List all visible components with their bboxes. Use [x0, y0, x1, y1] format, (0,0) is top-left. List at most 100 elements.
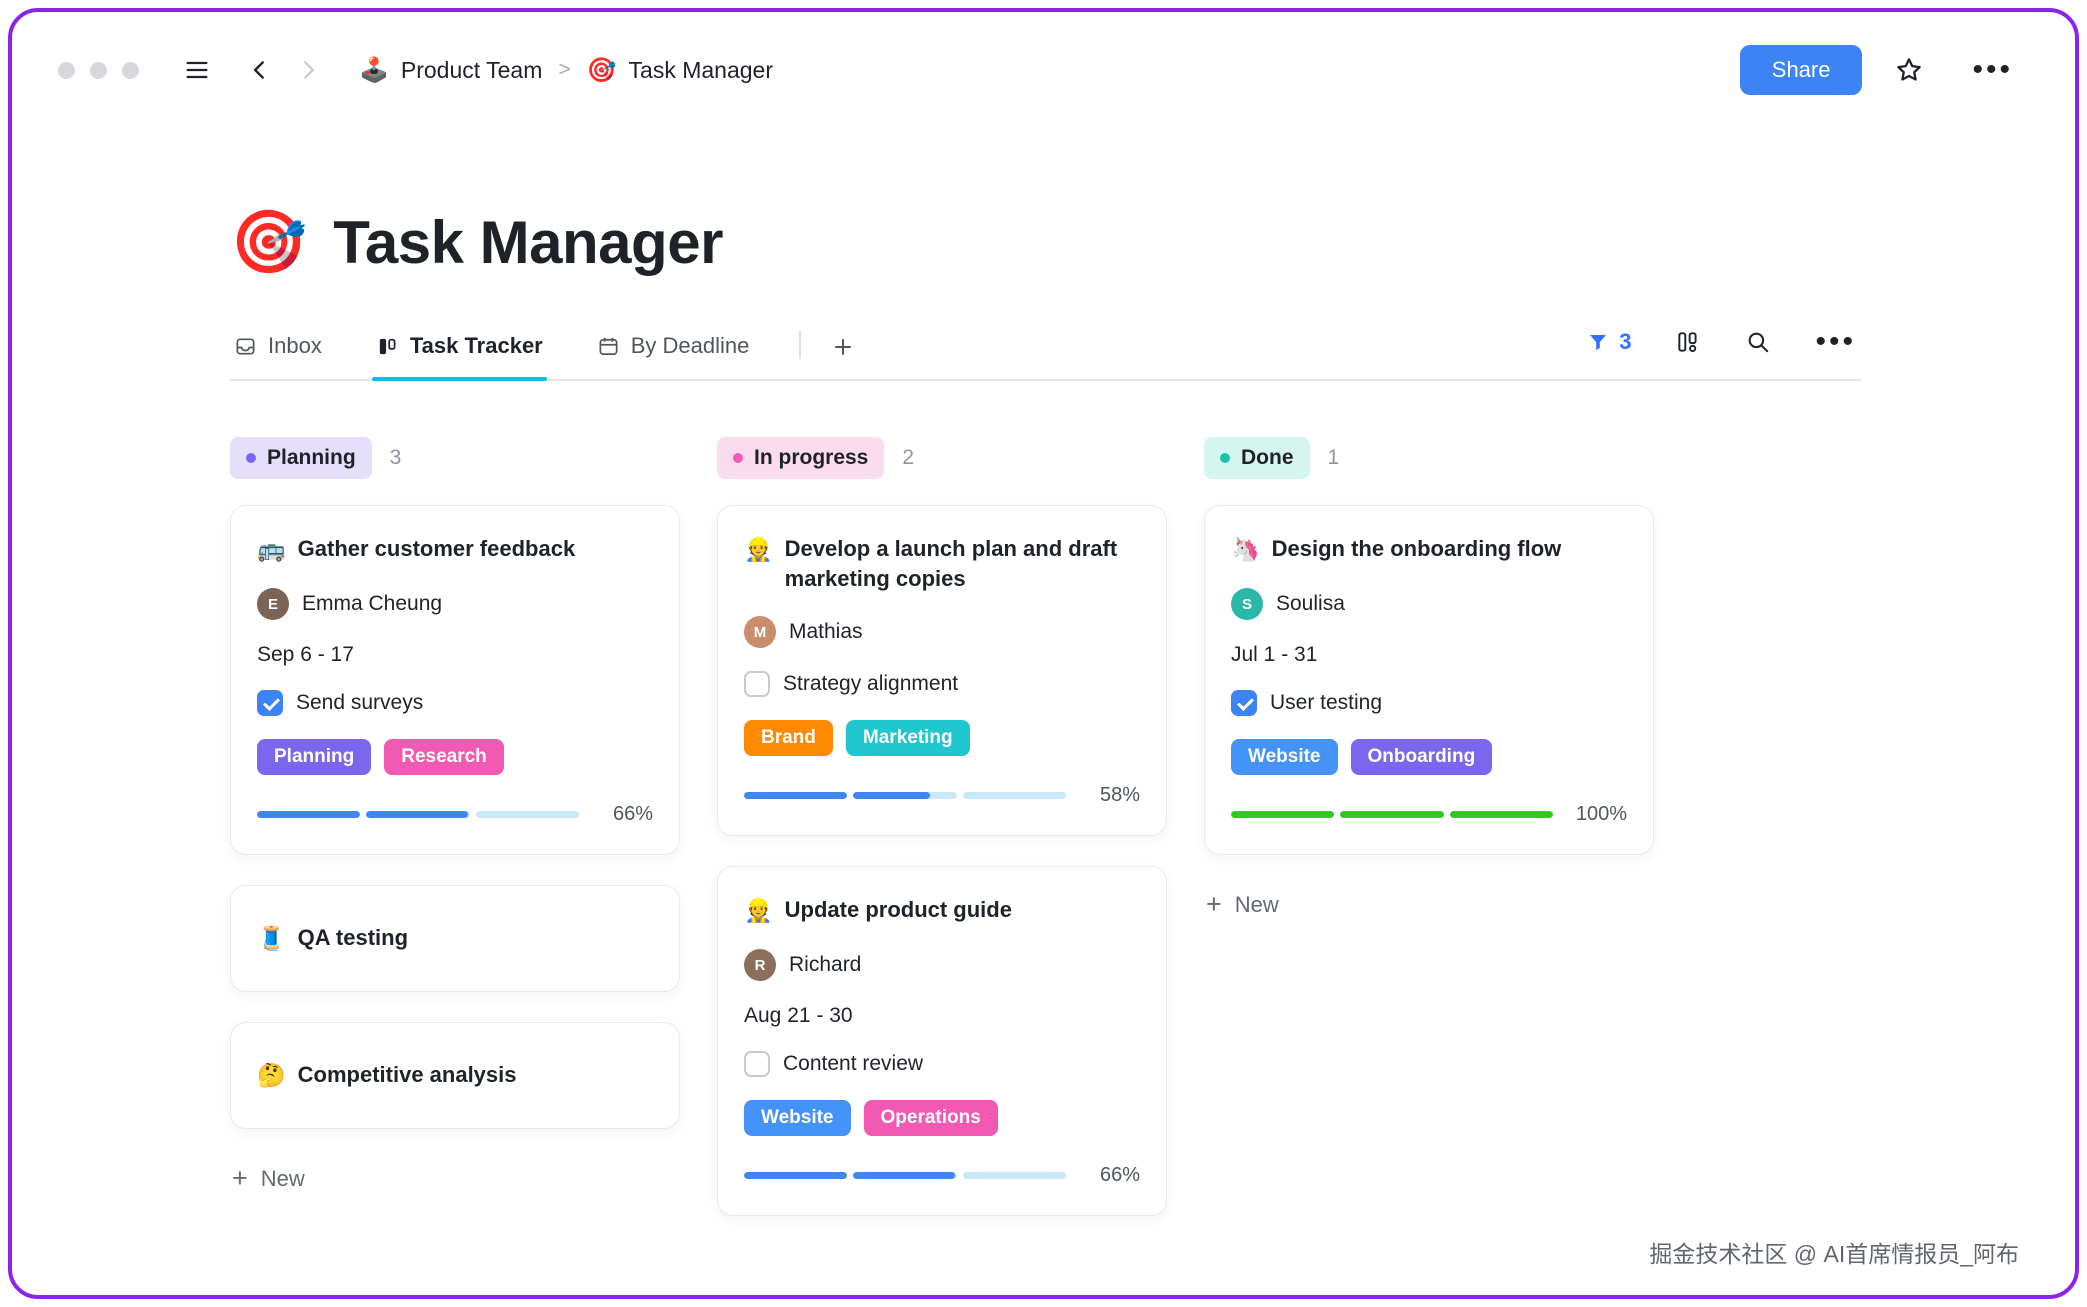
tab-task-tracker[interactable]: Task Tracker — [371, 333, 547, 381]
tag-research[interactable]: Research — [384, 739, 504, 776]
page-title: Task Manager — [333, 209, 723, 276]
traffic-lights — [58, 61, 139, 79]
breadcrumb-team[interactable]: Product Team — [400, 56, 543, 83]
plus-icon: + — [232, 1163, 248, 1194]
progress-segment — [853, 1172, 957, 1180]
column-status-badge[interactable]: Done — [1204, 437, 1310, 479]
progress-segment — [744, 792, 848, 800]
progress-bar — [1231, 811, 1553, 819]
avatar: E — [257, 588, 289, 621]
board-column-done: Done 1 🦄 Design the onboarding flow S So… — [1204, 437, 1654, 1246]
tags-row: Website Onboarding — [1231, 739, 1627, 776]
new-task-label: New — [1234, 891, 1279, 917]
progress-bar — [744, 792, 1066, 800]
tag-onboarding[interactable]: Onboarding — [1350, 739, 1493, 776]
checklist-label: User testing — [1270, 691, 1383, 715]
page-title-icon: 🎯 — [230, 207, 308, 277]
hamburger-icon — [186, 61, 208, 79]
group-by-button[interactable] — [1669, 323, 1707, 361]
status-dot-icon — [246, 453, 256, 463]
column-count: 3 — [389, 446, 402, 469]
progress-row: 100% — [1231, 803, 1627, 826]
card-title: 🧵 QA testing — [257, 923, 653, 954]
view-tabbar: Inbox Task Tracker By Deadline 3 — [230, 323, 1862, 381]
tab-label: Task Tracker — [409, 333, 543, 358]
window-more-button[interactable]: ••• — [1966, 55, 2019, 85]
column-count: 2 — [902, 446, 915, 469]
chevron-right-icon — [304, 61, 315, 79]
ellipsis-icon: ••• — [1815, 325, 1856, 358]
tab-inbox[interactable]: Inbox — [230, 333, 326, 379]
main-content: 🎯 Task Manager Inbox Task Tracker By Dea… — [12, 128, 2075, 1246]
filter-button[interactable]: 3 — [1580, 328, 1637, 356]
checklist-label: Send surveys — [296, 691, 424, 715]
window-topbar: 🕹️ Product Team > 🎯 Task Manager Share •… — [12, 12, 2075, 128]
checkbox[interactable] — [744, 671, 770, 698]
task-card-gather-feedback[interactable]: 🚌 Gather customer feedback E Emma Cheung… — [230, 505, 680, 856]
checklist-row: Content review — [744, 1051, 1140, 1078]
tags-row: Planning Research — [257, 739, 653, 776]
progress-segment — [962, 792, 1066, 800]
breadcrumb: 🕹️ Product Team > 🎯 Task Manager — [359, 56, 773, 85]
kanban-board: Planning 3 🚌 Gather customer feedback E … — [230, 437, 2075, 1246]
search-button[interactable] — [1739, 323, 1777, 361]
checkbox[interactable] — [744, 1051, 770, 1078]
board-column-in-progress: In progress 2 👷 Develop a launch plan an… — [717, 437, 1167, 1246]
tab-by-deadline[interactable]: By Deadline — [593, 333, 754, 379]
new-task-button[interactable]: + New — [1204, 885, 1281, 924]
traffic-light-icon[interactable] — [122, 61, 139, 79]
avatar: M — [744, 616, 776, 649]
sidebar-menu-button[interactable] — [177, 50, 217, 90]
progress-segment — [744, 1172, 848, 1180]
tag-brand[interactable]: Brand — [744, 720, 833, 757]
kanban-icon — [379, 338, 396, 354]
card-title: 👷 Develop a launch plan and draft market… — [744, 534, 1140, 593]
column-status-badge[interactable]: Planning — [230, 437, 372, 479]
nav-back-button[interactable] — [241, 51, 279, 89]
card-emoji: 🧵 — [257, 925, 286, 952]
checkbox[interactable] — [257, 690, 283, 717]
task-card-onboarding-flow[interactable]: 🦄 Design the onboarding flow S Soulisa J… — [1204, 505, 1654, 856]
filter-icon — [1590, 335, 1607, 350]
favorite-button[interactable] — [1888, 49, 1930, 91]
traffic-light-icon[interactable] — [58, 61, 75, 79]
tag-website[interactable]: Website — [1231, 739, 1338, 776]
plus-icon: + — [1206, 889, 1222, 920]
share-button[interactable]: Share — [1739, 45, 1863, 95]
card-title: 🦄 Design the onboarding flow — [1231, 534, 1627, 565]
tag-operations[interactable]: Operations — [863, 1100, 998, 1137]
checkbox[interactable] — [1231, 690, 1257, 717]
breadcrumb-page[interactable]: Task Manager — [628, 56, 773, 83]
task-card-qa-testing[interactable]: 🧵 QA testing — [230, 885, 680, 993]
card-title-text: Develop a launch plan and draft marketin… — [784, 536, 1118, 591]
new-task-button[interactable]: + New — [230, 1159, 307, 1198]
tab-toolbar: 3 ••• — [1580, 323, 1862, 379]
column-name: In progress — [754, 446, 869, 469]
tag-website[interactable]: Website — [744, 1100, 851, 1137]
avatar: S — [1231, 588, 1263, 621]
task-card-competitive-analysis[interactable]: 🤔 Competitive analysis — [230, 1022, 680, 1130]
group-by-icon — [1678, 332, 1698, 353]
column-status-badge[interactable]: In progress — [717, 437, 885, 479]
tab-label: By Deadline — [630, 333, 750, 358]
add-view-button[interactable] — [827, 335, 859, 379]
tag-planning[interactable]: Planning — [257, 739, 372, 776]
progress-row: 58% — [744, 784, 1140, 807]
assignee-row: E Emma Cheung — [257, 588, 653, 621]
view-more-button[interactable]: ••• — [1809, 325, 1862, 358]
inbox-icon — [236, 337, 255, 355]
progress-percent: 66% — [1099, 1164, 1140, 1187]
date-range: Aug 21 - 30 — [744, 1004, 853, 1028]
column-name: Done — [1241, 446, 1294, 469]
card-title-text: Competitive analysis — [297, 1062, 517, 1088]
tag-marketing[interactable]: Marketing — [845, 720, 970, 757]
task-card-update-product-guide[interactable]: 👷 Update product guide R Richard Aug 21 … — [717, 866, 1167, 1217]
progress-percent: 58% — [1099, 784, 1140, 807]
nav-forward-button[interactable] — [289, 51, 327, 89]
checklist-row: User testing — [1231, 690, 1627, 717]
watermark-text: 掘金技术社区 @ AI首席情报员_阿布 — [1649, 1241, 2019, 1267]
task-card-launch-plan[interactable]: 👷 Develop a launch plan and draft market… — [717, 505, 1167, 837]
traffic-light-icon[interactable] — [90, 61, 107, 79]
progress-row: 66% — [744, 1164, 1140, 1187]
progress-percent: 66% — [612, 803, 653, 826]
